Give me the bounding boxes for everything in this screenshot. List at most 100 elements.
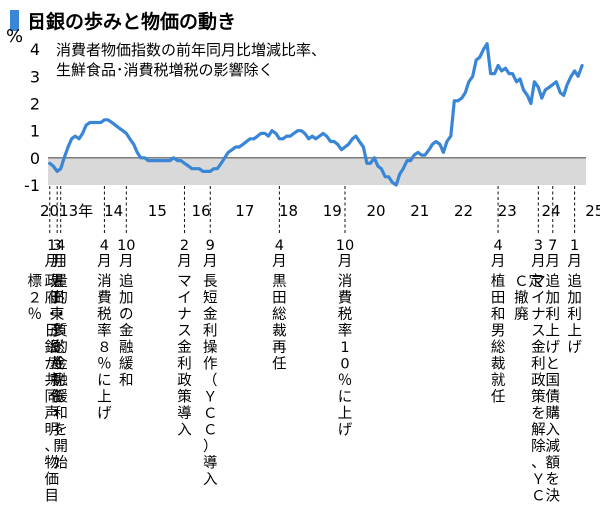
data-point	[439, 143, 441, 146]
event-text-char: 除	[531, 438, 546, 455]
data-point	[278, 138, 281, 140]
event-text-char: 和	[53, 405, 68, 422]
data-point	[234, 146, 237, 148]
data-point	[391, 181, 394, 184]
event-text-char: 定	[529, 273, 544, 290]
data-point	[300, 129, 303, 132]
event-text-char: Ｃ	[514, 274, 529, 290]
data-point	[457, 100, 459, 102]
event-text-char: ％	[27, 307, 42, 323]
event-month-digits: 9	[206, 238, 215, 254]
event-text-char: ス	[177, 324, 192, 340]
data-point	[500, 70, 503, 72]
event-text-char: 彦	[50, 323, 65, 340]
event-text-char: 東	[50, 306, 65, 323]
data-point	[209, 170, 212, 173]
data-point	[256, 135, 259, 137]
data-point	[118, 127, 120, 129]
data-point	[526, 94, 529, 97]
data-point	[417, 151, 419, 154]
data-point	[384, 176, 387, 178]
year-label: 16	[192, 202, 211, 220]
event-month: 4月	[97, 238, 112, 270]
data-point	[67, 146, 69, 148]
event-text-char: 和	[491, 306, 506, 323]
event-text-char: 始	[53, 455, 68, 472]
event-text-char: 費	[97, 290, 112, 307]
data-point	[70, 138, 73, 140]
event-text-char: 消	[97, 273, 112, 290]
event-text-char: 政	[531, 372, 546, 389]
event-month: 1月	[44, 238, 59, 270]
data-point	[267, 135, 270, 137]
event-text-char: に	[338, 390, 353, 406]
data-point	[180, 159, 182, 162]
event-text-char: 総	[50, 339, 65, 356]
event-text-char: 額	[546, 455, 561, 472]
event-text-char: 明	[44, 423, 59, 439]
event-month: 10月	[117, 238, 135, 270]
data-point	[450, 135, 452, 137]
chart-title: 日銀の歩みと物価の動き	[27, 10, 236, 33]
data-point	[373, 157, 376, 159]
event-month-unit: 月	[203, 254, 218, 270]
data-point	[340, 148, 343, 151]
data-point	[150, 159, 153, 162]
event-text-char: 1	[340, 340, 349, 356]
event-text-char: Ｃ	[203, 406, 218, 422]
event-text-char: 裁	[272, 323, 287, 340]
event-month-digits: 1	[47, 238, 56, 254]
data-point	[398, 173, 401, 175]
data-point	[530, 102, 532, 105]
y-tick-label: 0	[30, 149, 40, 168]
data-point	[56, 170, 58, 173]
event-text-char: 緩	[119, 356, 134, 373]
event-text-char: 金	[177, 339, 192, 356]
event-text-char: 利	[203, 323, 218, 340]
event-month: 3月	[50, 238, 65, 270]
event-text-char: 追	[546, 273, 561, 290]
data-point	[344, 146, 346, 148]
data-point	[136, 151, 138, 154]
data-point	[114, 124, 117, 126]
data-point	[245, 140, 248, 143]
data-point	[395, 184, 398, 186]
event-text-char: 融	[53, 372, 68, 389]
event-month-digits: 4	[56, 238, 65, 254]
data-point	[552, 83, 554, 86]
event-text-char: 植	[491, 273, 506, 290]
data-point	[347, 143, 350, 146]
data-point	[329, 140, 332, 143]
data-point	[482, 48, 485, 50]
event-text-char: の	[119, 307, 134, 323]
policy-events: 1月政府・日銀が共同声明、物価目標２％3月黒田東彦総裁就任4月量的・質的金融緩和…	[27, 186, 582, 505]
data-point	[205, 170, 208, 173]
year-label: 23	[498, 202, 517, 220]
event-text-char: 税	[97, 306, 112, 323]
event-month-digits: 4	[493, 238, 502, 254]
data-point	[100, 121, 102, 124]
event-text-char: 入	[203, 472, 218, 488]
event-text-char: 黒	[272, 274, 287, 290]
event-month-unit: 月	[272, 254, 287, 270]
data-point	[52, 165, 54, 167]
event-text-char: 就	[491, 372, 506, 389]
data-point	[515, 81, 518, 83]
event-month: 4月	[272, 238, 287, 270]
event-text-char: を	[546, 471, 561, 488]
event-text-char: が	[44, 356, 59, 373]
data-point	[293, 132, 295, 135]
event-text-char: 任	[272, 356, 287, 373]
year-label: 24	[541, 202, 560, 220]
event-month-unit: 月	[97, 254, 112, 270]
event-text-char: 費	[338, 290, 353, 307]
event-text-char: 率	[97, 323, 112, 340]
event-text-char: ）	[203, 438, 218, 455]
data-point	[220, 162, 222, 165]
event-text-char: （	[203, 372, 218, 389]
event-text-char: 購	[546, 405, 561, 422]
event-month-unit: 月	[119, 254, 134, 270]
event-month: 4月	[53, 238, 68, 270]
data-point	[169, 159, 171, 162]
event-text-char: 府	[44, 290, 59, 307]
